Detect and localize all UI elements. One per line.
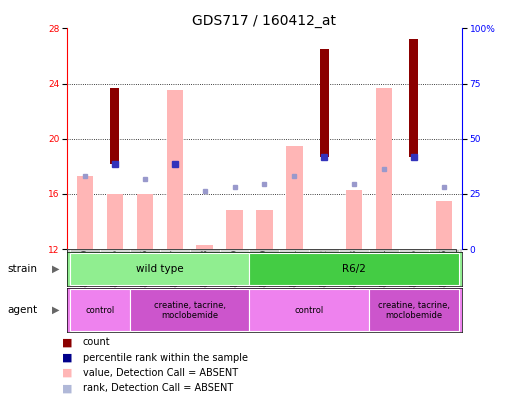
Text: GSM13359: GSM13359: [230, 249, 239, 298]
Text: ■: ■: [62, 384, 72, 393]
Text: control: control: [85, 306, 115, 315]
Bar: [130, 289, 250, 331]
Text: percentile rank within the sample: percentile rank within the sample: [83, 353, 248, 362]
Text: GSM13363: GSM13363: [350, 249, 359, 298]
Text: GSM13361: GSM13361: [290, 249, 299, 298]
Text: creatine, tacrine,
moclobemide: creatine, tacrine, moclobemide: [378, 301, 450, 320]
Text: agent: agent: [8, 305, 38, 315]
Bar: [190, 249, 220, 252]
Bar: [346, 190, 362, 249]
Text: GSM13357: GSM13357: [170, 249, 179, 298]
Bar: [70, 253, 250, 285]
Bar: [376, 87, 392, 249]
Bar: [429, 249, 459, 252]
Text: GDS717 / 160412_at: GDS717 / 160412_at: [192, 14, 336, 28]
Bar: [399, 249, 429, 252]
Bar: [227, 211, 243, 249]
Text: ▶: ▶: [52, 264, 59, 274]
Bar: [250, 249, 279, 252]
Text: GSM13356: GSM13356: [140, 249, 149, 298]
Text: wild type: wild type: [136, 264, 184, 274]
Text: GSM13358: GSM13358: [200, 249, 209, 298]
Text: GSM13300: GSM13300: [80, 249, 89, 298]
Bar: [279, 249, 309, 252]
Text: R6/2: R6/2: [342, 264, 366, 274]
Bar: [250, 253, 459, 285]
Bar: [107, 194, 123, 249]
Bar: [436, 201, 452, 249]
Bar: [137, 194, 153, 249]
Text: GSM13362: GSM13362: [320, 249, 329, 298]
Text: GSM13365: GSM13365: [410, 249, 418, 298]
Bar: [160, 249, 190, 252]
Text: GSM13360: GSM13360: [260, 249, 269, 298]
Text: rank, Detection Call = ABSENT: rank, Detection Call = ABSENT: [83, 384, 233, 393]
Bar: [286, 146, 302, 249]
Bar: [77, 176, 93, 249]
Bar: [369, 249, 399, 252]
Text: value, Detection Call = ABSENT: value, Detection Call = ABSENT: [83, 368, 238, 378]
Bar: [167, 90, 183, 249]
Text: GSM13355: GSM13355: [110, 249, 119, 298]
Bar: [410, 39, 418, 157]
Bar: [70, 249, 100, 252]
Bar: [110, 87, 119, 164]
Text: control: control: [295, 306, 324, 315]
Bar: [70, 289, 130, 331]
Bar: [220, 249, 250, 252]
Bar: [309, 249, 339, 252]
Text: GSM13366: GSM13366: [440, 249, 448, 298]
Bar: [320, 49, 329, 157]
Text: GSM13364: GSM13364: [380, 249, 389, 298]
Bar: [339, 249, 369, 252]
Text: strain: strain: [8, 264, 38, 274]
Text: ■: ■: [62, 353, 72, 362]
Bar: [130, 249, 160, 252]
Bar: [197, 245, 213, 249]
Text: count: count: [83, 337, 110, 347]
Text: ▶: ▶: [52, 305, 59, 315]
Bar: [369, 289, 459, 331]
Text: creatine, tacrine,
moclobemide: creatine, tacrine, moclobemide: [154, 301, 225, 320]
Text: ■: ■: [62, 368, 72, 378]
Bar: [250, 289, 369, 331]
Bar: [256, 211, 272, 249]
Bar: [100, 249, 130, 252]
Text: ■: ■: [62, 337, 72, 347]
